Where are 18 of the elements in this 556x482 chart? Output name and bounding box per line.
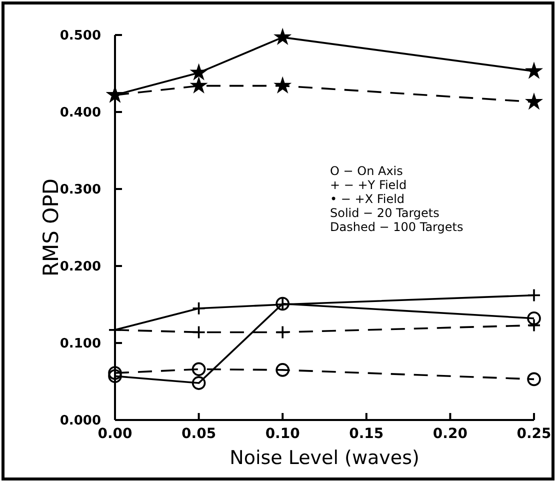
- x-axis-title: Noise Level (waves): [230, 447, 420, 469]
- annotation: Solid − 20 Targets: [330, 206, 440, 220]
- y-tick-label: 0.200: [60, 260, 101, 275]
- y-tick-label: 0.100: [60, 336, 101, 352]
- x-tick-label: 0.00: [98, 426, 133, 442]
- annotation: Dashed − 100 Targets: [330, 220, 464, 234]
- y-tick-label: 0.400: [60, 106, 101, 121]
- y-tick-label: 0.500: [60, 28, 101, 44]
- annotation: O − On Axis: [330, 164, 403, 178]
- annotation: • − +X Field: [330, 192, 405, 206]
- x-tick-label: 0.10: [265, 426, 300, 442]
- x-tick-label: 0.05: [182, 426, 216, 442]
- x-tick-label: 0.20: [432, 426, 468, 442]
- x-tick-label: 0.25: [516, 426, 552, 442]
- y-tick-label: 0.300: [60, 182, 101, 198]
- annotation: + − +Y Field: [330, 178, 407, 192]
- y-tick-label: 0.000: [60, 414, 101, 429]
- x-tick-label: 0.15: [349, 426, 384, 442]
